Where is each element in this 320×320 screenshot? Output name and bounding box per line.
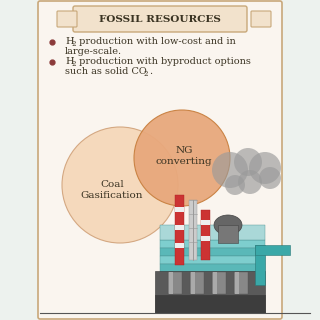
Bar bbox=[38, 0, 282, 320]
Bar bbox=[212, 272, 226, 294]
Text: 2: 2 bbox=[144, 70, 148, 78]
Text: H: H bbox=[65, 58, 74, 67]
Bar bbox=[155, 271, 265, 295]
Bar bbox=[255, 245, 290, 255]
Bar bbox=[255, 245, 265, 285]
Bar bbox=[160, 225, 265, 240]
Bar bbox=[218, 225, 238, 243]
Text: production with byproduct options: production with byproduct options bbox=[76, 58, 251, 67]
Bar bbox=[201, 210, 210, 260]
Bar bbox=[201, 220, 210, 225]
Circle shape bbox=[62, 127, 178, 243]
FancyBboxPatch shape bbox=[57, 11, 77, 27]
Bar bbox=[160, 264, 265, 272]
Text: Coal
Gasification: Coal Gasification bbox=[81, 180, 143, 200]
Bar bbox=[155, 295, 265, 313]
Circle shape bbox=[259, 167, 281, 189]
FancyBboxPatch shape bbox=[73, 6, 247, 32]
Bar bbox=[160, 248, 265, 256]
Bar bbox=[160, 240, 265, 248]
Circle shape bbox=[134, 110, 230, 206]
Text: NG
converting: NG converting bbox=[156, 146, 212, 166]
Text: FOSSIL RESOURCES: FOSSIL RESOURCES bbox=[99, 14, 221, 23]
Bar bbox=[189, 200, 197, 260]
Ellipse shape bbox=[214, 215, 242, 235]
Bar bbox=[213, 272, 217, 294]
Text: production with low-cost and in: production with low-cost and in bbox=[76, 37, 236, 46]
Text: .: . bbox=[149, 68, 152, 76]
Text: large-scale.: large-scale. bbox=[65, 47, 122, 57]
Text: H: H bbox=[65, 37, 74, 46]
Text: such as solid CO: such as solid CO bbox=[65, 68, 147, 76]
Bar bbox=[169, 272, 173, 294]
Bar bbox=[175, 225, 184, 230]
Bar bbox=[190, 272, 204, 294]
Bar bbox=[234, 272, 248, 294]
Bar bbox=[201, 236, 210, 241]
Circle shape bbox=[249, 152, 281, 184]
Bar bbox=[160, 256, 265, 264]
Bar bbox=[175, 207, 184, 212]
Circle shape bbox=[225, 175, 245, 195]
Bar bbox=[235, 272, 239, 294]
Bar bbox=[175, 195, 184, 265]
Bar bbox=[282, 0, 320, 320]
Circle shape bbox=[212, 152, 248, 188]
Text: 2: 2 bbox=[72, 40, 76, 48]
Bar bbox=[0, 0, 38, 320]
Circle shape bbox=[238, 170, 262, 194]
Circle shape bbox=[234, 148, 262, 176]
Bar bbox=[175, 243, 184, 248]
Text: 2: 2 bbox=[72, 60, 76, 68]
Bar bbox=[191, 272, 195, 294]
FancyBboxPatch shape bbox=[251, 11, 271, 27]
Bar bbox=[168, 272, 182, 294]
